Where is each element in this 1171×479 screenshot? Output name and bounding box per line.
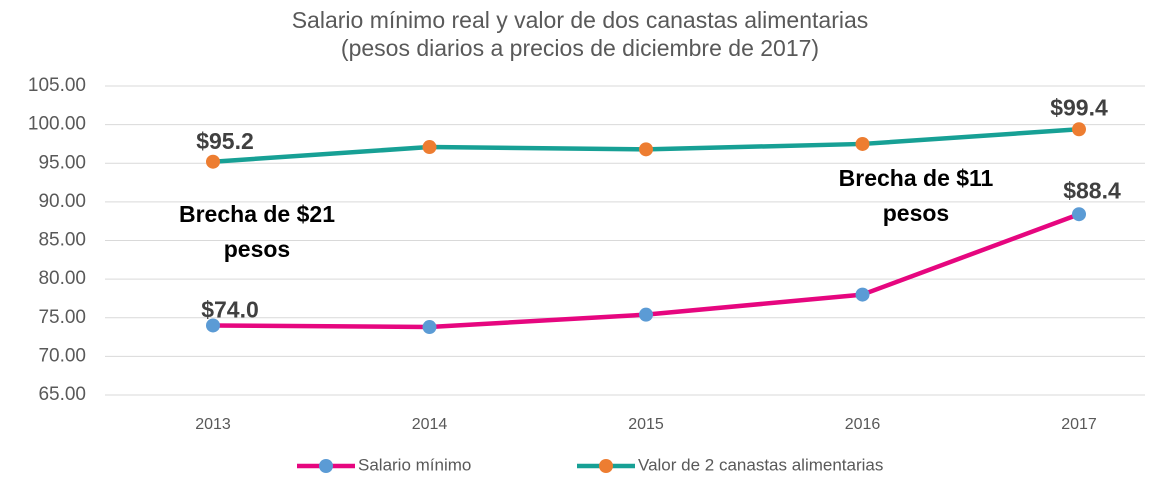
marker bbox=[206, 154, 220, 169]
annotation: Brecha de $11 bbox=[839, 165, 994, 191]
legend-marker bbox=[319, 459, 333, 473]
marker bbox=[639, 307, 653, 322]
y-tick-label: 75.00 bbox=[38, 307, 86, 328]
marker bbox=[422, 320, 437, 335]
marker bbox=[1072, 122, 1086, 137]
marker bbox=[1072, 207, 1086, 222]
marker bbox=[855, 136, 870, 151]
marker bbox=[206, 318, 220, 333]
data-label: $88.4 bbox=[1063, 177, 1121, 203]
x-tick-label: 2016 bbox=[845, 416, 881, 433]
y-tick-label: 100.00 bbox=[28, 114, 86, 135]
y-tick-label: 80.00 bbox=[38, 268, 86, 289]
legend-label: Salario mínimo bbox=[358, 455, 471, 474]
y-tick-label: 90.00 bbox=[38, 191, 86, 212]
data-label: $99.4 bbox=[1050, 94, 1108, 120]
legend-marker bbox=[599, 459, 613, 473]
x-tick-label: 2015 bbox=[628, 416, 664, 433]
y-tick-label: 105.00 bbox=[28, 75, 86, 96]
x-tick-label: 2013 bbox=[195, 416, 231, 433]
marker bbox=[639, 142, 653, 157]
annotation: Brecha de $21 bbox=[179, 201, 335, 227]
y-tick-label: 85.00 bbox=[38, 230, 86, 251]
annotation: pesos bbox=[883, 200, 949, 226]
data-label: $74.0 bbox=[201, 297, 259, 323]
marker bbox=[422, 140, 437, 155]
legend-label: Valor de 2 canastas alimentarias bbox=[638, 455, 883, 474]
x-tick-label: 2014 bbox=[412, 416, 448, 433]
x-tick-label: 2017 bbox=[1061, 416, 1097, 433]
chart-title: Salario mínimo real y valor de dos canas… bbox=[292, 7, 869, 33]
marker bbox=[855, 287, 870, 302]
y-tick-label: 65.00 bbox=[38, 384, 86, 405]
data-label: $95.2 bbox=[196, 128, 254, 154]
y-tick-label: 70.00 bbox=[38, 345, 86, 366]
chart-subtitle: (pesos diarios a precios de diciembre de… bbox=[341, 35, 819, 61]
annotation: pesos bbox=[224, 236, 290, 262]
y-tick-label: 95.00 bbox=[38, 152, 86, 173]
